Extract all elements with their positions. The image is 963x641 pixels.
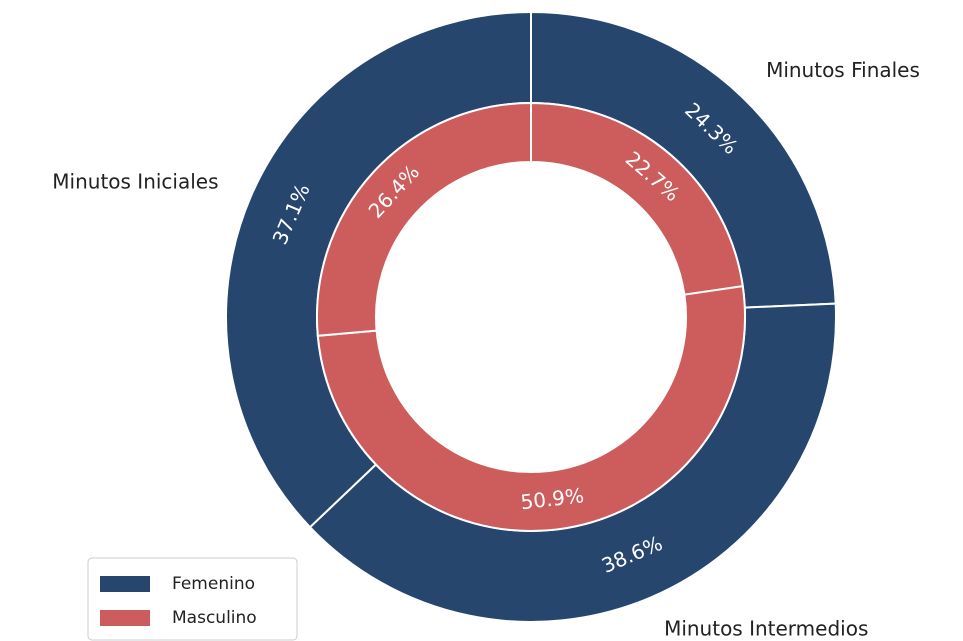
legend-swatch (100, 576, 150, 592)
category-label: Minutos Iniciales (52, 169, 218, 193)
legend-label: Femenino (172, 574, 255, 594)
category-label: Minutos Finales (766, 58, 920, 82)
donut-segment (316, 101, 532, 337)
category-label: Minutos Intermedios (664, 616, 868, 640)
legend-label: Masculino (172, 608, 257, 628)
donut-segment (316, 285, 746, 532)
legend-swatch (100, 610, 150, 626)
legend: Femenino Masculino (87, 557, 298, 641)
